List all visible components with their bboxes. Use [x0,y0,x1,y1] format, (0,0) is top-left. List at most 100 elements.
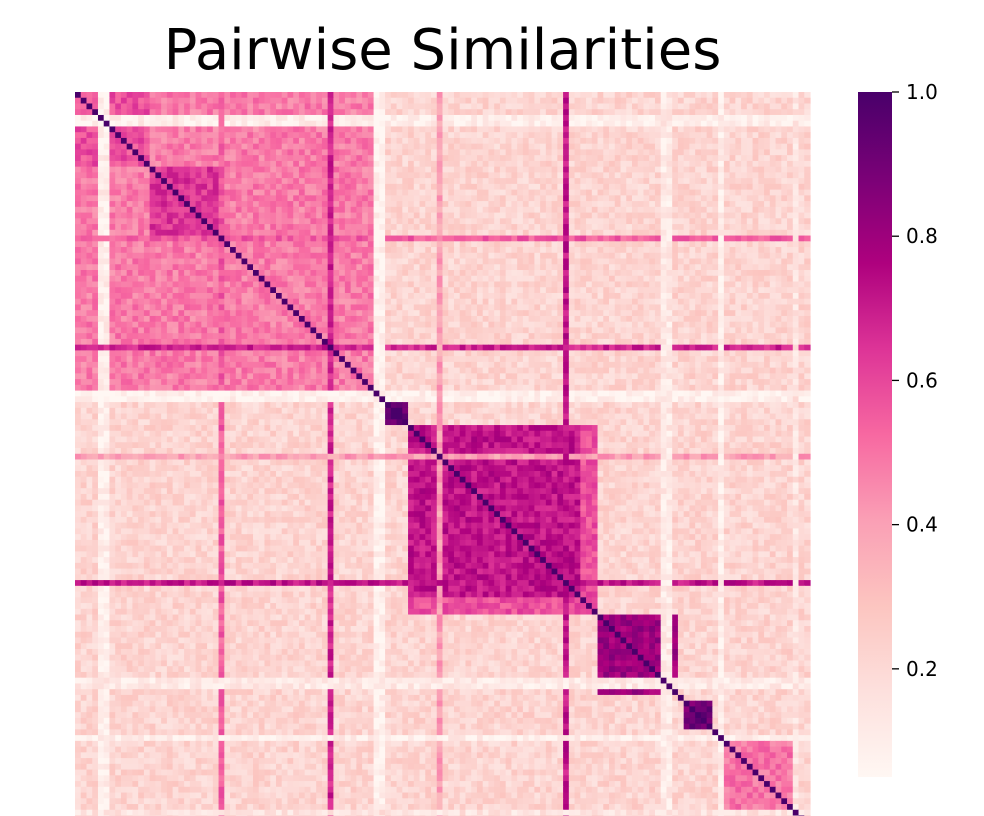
heatmap-cell [591,218,599,225]
heatmap-cell [258,224,266,231]
heatmap-cell [281,235,289,242]
heatmap-cell [184,178,191,185]
heatmap-cell [603,160,610,168]
heatmap-cell [758,235,765,242]
heatmap-cell [453,206,461,214]
heatmap-cell [723,298,731,306]
heatmap-cell [333,201,340,208]
heatmap-cell [120,160,128,168]
heatmap-cell [264,183,271,191]
heatmap-cell [293,149,300,156]
heatmap-cell [792,178,800,185]
heatmap-cell [298,281,306,288]
heatmap-cell [476,189,484,196]
heatmap-cell [580,120,587,128]
heatmap-cell [476,160,484,168]
heatmap-cell [660,143,668,151]
heatmap-cell [683,275,691,283]
heatmap-cell [534,270,541,277]
heatmap-cell [373,201,380,208]
heatmap-cell [431,229,438,237]
heatmap-cell [281,160,289,168]
heatmap-cell [706,160,713,168]
heatmap-cell [695,270,702,277]
heatmap-cell [442,126,449,133]
heatmap-cell [465,109,472,116]
heatmap-cell [637,160,645,168]
heatmap-cell [362,270,369,277]
heatmap-cell [695,149,702,156]
heatmap-cell [758,292,765,300]
heatmap-cell [138,281,145,288]
heatmap-cell [649,252,656,260]
heatmap-cell [138,292,145,300]
heatmap-cell [741,120,748,128]
heatmap-cell [230,247,237,254]
heatmap-cell [138,97,145,105]
heatmap-cell [390,252,398,260]
heatmap-cell [591,241,599,248]
heatmap-cell [563,201,570,208]
heatmap-cell [310,120,317,128]
heatmap-cell [769,92,777,99]
heatmap-cell [471,292,478,300]
heatmap-cell [178,247,185,254]
heatmap-cell [654,155,662,162]
heatmap-cell [752,275,759,283]
heatmap-cell [201,97,208,105]
heatmap-cell [431,224,438,231]
heatmap-cell [126,212,134,219]
heatmap-cell [476,178,484,185]
heatmap-cell [700,218,708,225]
heatmap-cell [660,160,668,168]
heatmap-cell [528,126,535,133]
heatmap-cell [373,183,380,191]
heatmap-cell [339,212,346,219]
heatmap-cell [798,310,805,317]
heatmap-cell [235,206,243,214]
heatmap-cell [643,218,650,225]
heatmap-cell [155,229,162,237]
heatmap-cell [293,172,300,179]
heatmap-cell [534,178,541,185]
heatmap-cell [798,155,805,162]
heatmap-cell [120,275,128,283]
heatmap-cell [499,212,507,219]
heatmap-cell [718,195,725,202]
heatmap-cell [706,120,713,128]
heatmap-cell [775,241,782,248]
heatmap-cell [695,287,702,294]
heatmap-cell [609,201,616,208]
heatmap-cell [304,298,312,306]
heatmap-cell [80,235,88,242]
heatmap-cell [626,160,633,168]
heatmap-cell [511,310,518,317]
heatmap-cell [442,143,449,151]
heatmap-cell [120,149,128,156]
heatmap-cell [557,155,564,162]
heatmap-cell [155,92,162,99]
heatmap-cell [253,149,260,156]
heatmap-cell [92,143,99,151]
heatmap-cell [201,195,208,202]
heatmap-cell [723,235,731,242]
heatmap-cell [689,229,696,237]
heatmap-cell [258,218,266,225]
heatmap-cell [103,247,111,254]
heatmap-cell [235,143,243,151]
heatmap-cell [672,258,679,265]
heatmap-cell [781,189,788,196]
heatmap-cell [700,189,708,196]
heatmap-cell [327,281,334,288]
heatmap-cell [195,298,202,306]
heatmap-cell [586,103,593,110]
heatmap-cell [356,97,363,105]
heatmap-cell [476,155,484,162]
heatmap-cell [551,195,558,202]
heatmap-cell [264,195,271,202]
heatmap-cell [304,92,312,99]
heatmap-cell [787,298,794,306]
heatmap-cell [448,172,455,179]
heatmap-cell [712,218,719,225]
heatmap-cell [327,143,334,151]
